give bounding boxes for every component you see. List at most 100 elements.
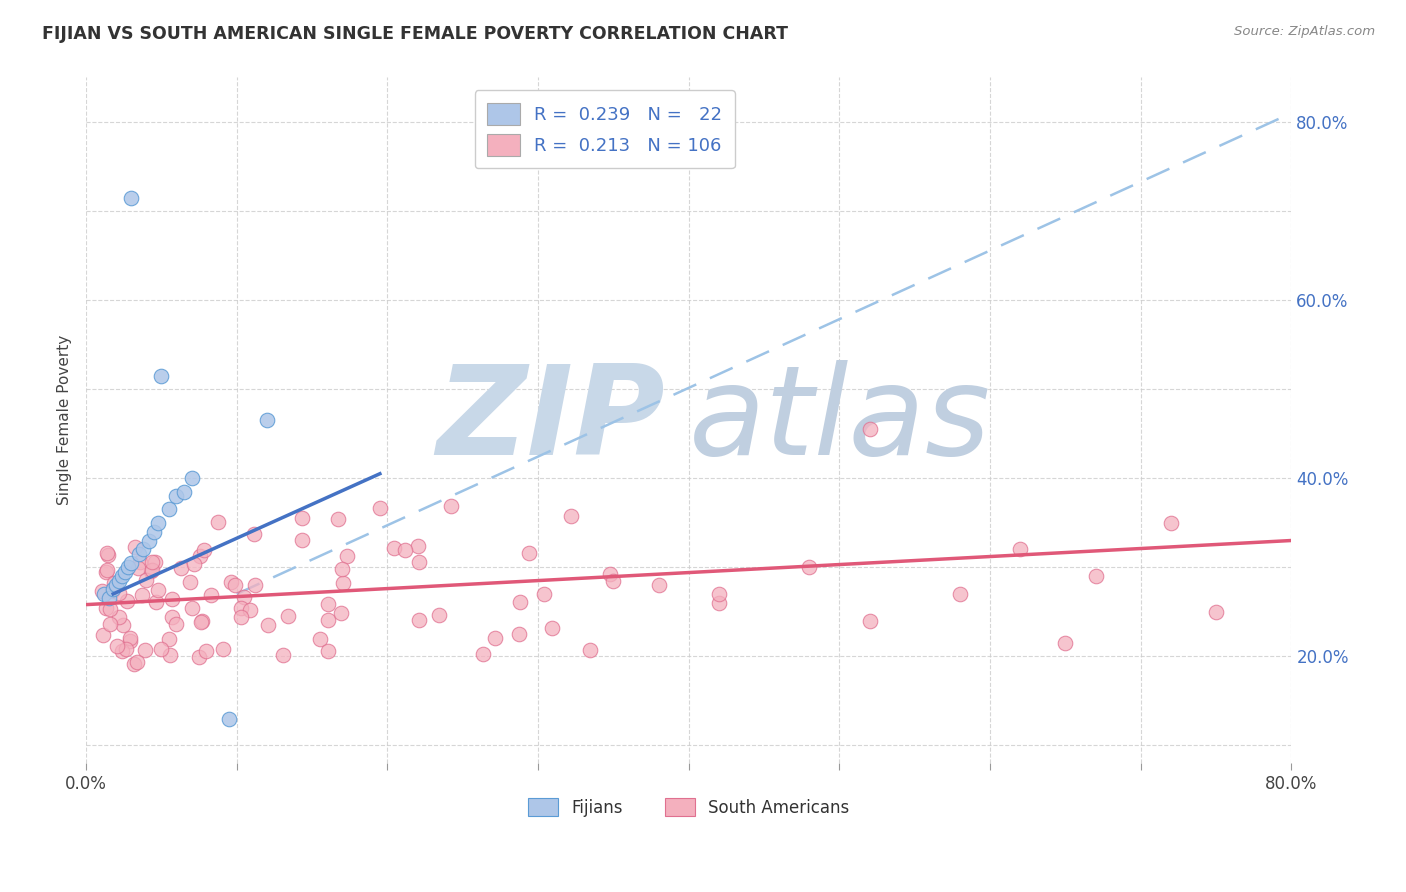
- Point: [150, 368, 173, 383]
- Point: [193, 542, 215, 557]
- Point: [141, 555, 163, 569]
- Point: [243, 526, 266, 541]
- Point: [122, 657, 145, 672]
- Point: [183, 557, 205, 571]
- Point: [408, 613, 430, 627]
- Point: [105, 639, 128, 653]
- Point: [707, 587, 730, 601]
- Point: [149, 642, 172, 657]
- Point: [96, 548, 118, 562]
- Point: [239, 603, 262, 617]
- Point: [134, 642, 156, 657]
- Text: atlas: atlas: [689, 359, 991, 481]
- Point: [111, 569, 134, 583]
- Point: [647, 578, 669, 592]
- Point: [108, 586, 131, 600]
- Point: [94, 566, 117, 580]
- Text: FIJIAN VS SOUTH AMERICAN SINGLE FEMALE POVERTY CORRELATION CHART: FIJIAN VS SOUTH AMERICAN SINGLE FEMALE P…: [42, 25, 789, 43]
- Point: [91, 628, 114, 642]
- Point: [602, 574, 624, 588]
- Point: [1010, 542, 1032, 557]
- Point: [1205, 605, 1227, 619]
- Point: [1160, 516, 1182, 530]
- Point: [229, 601, 252, 615]
- Point: [508, 627, 530, 641]
- Point: [103, 582, 125, 597]
- Point: [138, 533, 160, 548]
- Point: [98, 616, 121, 631]
- Point: [112, 618, 135, 632]
- Point: [224, 578, 246, 592]
- Point: [170, 561, 193, 575]
- Point: [949, 587, 972, 601]
- Point: [471, 647, 494, 661]
- Point: [105, 578, 128, 592]
- Point: [157, 632, 180, 646]
- Point: [256, 413, 278, 427]
- Point: [541, 621, 564, 635]
- Point: [124, 540, 146, 554]
- Text: ZIP: ZIP: [436, 359, 665, 481]
- Point: [384, 541, 406, 555]
- Point: [93, 587, 115, 601]
- Point: [533, 587, 555, 601]
- Legend: Fijians, South Americans: Fijians, South Americans: [522, 791, 856, 823]
- Point: [108, 574, 131, 588]
- Point: [120, 556, 142, 570]
- Point: [96, 563, 118, 577]
- Point: [271, 648, 294, 663]
- Point: [1054, 636, 1077, 650]
- Point: [316, 644, 339, 658]
- Point: [440, 499, 463, 513]
- Point: [233, 590, 256, 604]
- Point: [180, 601, 202, 615]
- Point: [108, 610, 131, 624]
- Point: [200, 589, 222, 603]
- Point: [96, 546, 118, 560]
- Point: [120, 631, 142, 645]
- Point: [98, 602, 121, 616]
- Point: [90, 584, 112, 599]
- Point: [114, 565, 136, 579]
- Point: [103, 576, 125, 591]
- Point: [148, 516, 170, 530]
- Point: [115, 642, 138, 657]
- Point: [560, 508, 582, 523]
- Point: [219, 575, 242, 590]
- Point: [120, 191, 142, 205]
- Point: [131, 588, 153, 602]
- Point: [188, 549, 211, 564]
- Point: [135, 573, 157, 587]
- Point: [142, 524, 165, 539]
- Point: [316, 614, 339, 628]
- Point: [191, 614, 214, 628]
- Point: [599, 567, 621, 582]
- Point: [330, 607, 353, 621]
- Point: [243, 577, 266, 591]
- Point: [111, 644, 134, 658]
- Point: [145, 595, 167, 609]
- Point: [291, 511, 314, 525]
- Point: [858, 422, 880, 436]
- Point: [218, 712, 240, 726]
- Point: [115, 594, 138, 608]
- Point: [128, 547, 150, 561]
- Point: [160, 592, 183, 607]
- Point: [127, 560, 149, 574]
- Point: [146, 583, 169, 598]
- Point: [707, 596, 730, 610]
- Point: [94, 600, 117, 615]
- Point: [187, 649, 209, 664]
- Point: [799, 560, 821, 574]
- Point: [858, 614, 880, 628]
- Point: [429, 607, 451, 622]
- Point: [326, 512, 349, 526]
- Text: Source: ZipAtlas.com: Source: ZipAtlas.com: [1234, 25, 1375, 38]
- Point: [207, 515, 229, 529]
- Point: [1084, 569, 1107, 583]
- Point: [165, 616, 187, 631]
- Point: [159, 648, 181, 663]
- Point: [194, 644, 217, 658]
- Point: [406, 539, 429, 553]
- Point: [101, 583, 124, 598]
